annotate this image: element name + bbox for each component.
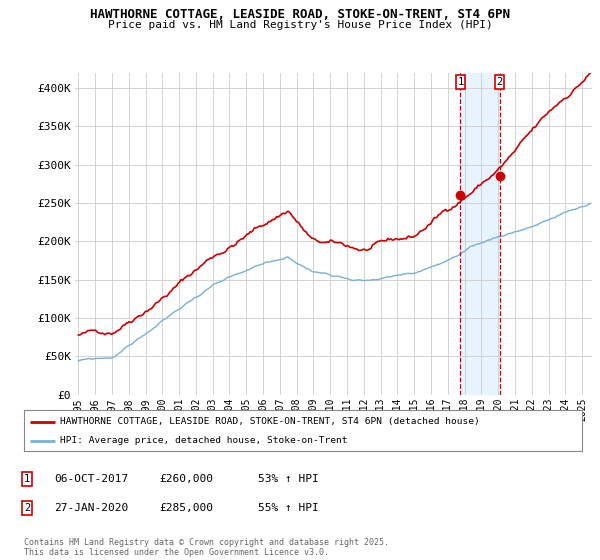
Text: 1: 1 <box>457 77 464 87</box>
Text: 06-OCT-2017: 06-OCT-2017 <box>54 474 128 484</box>
Text: HAWTHORNE COTTAGE, LEASIDE ROAD, STOKE-ON-TRENT, ST4 6PN (detached house): HAWTHORNE COTTAGE, LEASIDE ROAD, STOKE-O… <box>60 417 480 426</box>
Text: 2: 2 <box>496 77 503 87</box>
Text: £260,000: £260,000 <box>159 474 213 484</box>
Text: Price paid vs. HM Land Registry's House Price Index (HPI): Price paid vs. HM Land Registry's House … <box>107 20 493 30</box>
Text: 1: 1 <box>24 474 30 484</box>
Text: 55% ↑ HPI: 55% ↑ HPI <box>258 503 319 513</box>
Text: 2: 2 <box>24 503 30 513</box>
Text: HPI: Average price, detached house, Stoke-on-Trent: HPI: Average price, detached house, Stok… <box>60 436 348 445</box>
Text: 27-JAN-2020: 27-JAN-2020 <box>54 503 128 513</box>
Text: 53% ↑ HPI: 53% ↑ HPI <box>258 474 319 484</box>
Bar <box>460 73 500 395</box>
Text: Contains HM Land Registry data © Crown copyright and database right 2025.
This d: Contains HM Land Registry data © Crown c… <box>24 538 389 557</box>
Text: £285,000: £285,000 <box>159 503 213 513</box>
Text: HAWTHORNE COTTAGE, LEASIDE ROAD, STOKE-ON-TRENT, ST4 6PN: HAWTHORNE COTTAGE, LEASIDE ROAD, STOKE-O… <box>90 8 510 21</box>
